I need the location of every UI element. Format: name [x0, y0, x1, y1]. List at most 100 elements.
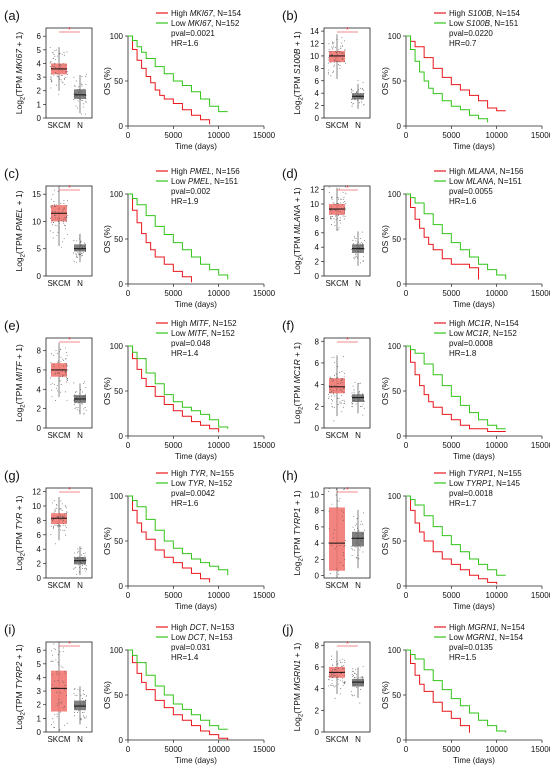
box-sample-point [58, 729, 60, 731]
box-sample-point [63, 199, 65, 201]
box-sample-point [78, 89, 80, 91]
box-y-tick-label: 12 [310, 186, 319, 195]
box-sample-point [358, 392, 360, 394]
box-sample-point [330, 205, 332, 207]
ylabel-gene: PMEL [14, 207, 24, 230]
box-sample-point [64, 529, 66, 531]
box-sample-point [58, 524, 60, 526]
box-sample-point [65, 695, 67, 697]
box-sample-point [334, 384, 336, 386]
box-sample-point [333, 673, 335, 675]
box-sample-point [344, 401, 346, 403]
box-sample-point [64, 504, 66, 506]
km-y-tick-label: 100 [388, 492, 402, 501]
box-sample-point [340, 661, 341, 663]
box-sample-point [74, 562, 76, 564]
box-y-tick-label: 6 [37, 32, 42, 41]
box-sample-point [337, 500, 339, 502]
box-sample-point [331, 357, 333, 359]
box-sample-point [339, 577, 341, 579]
km-x-tick-label: 5000 [442, 289, 460, 298]
km-x-axis-label: Time (days) [175, 142, 217, 151]
box-sample-point [361, 676, 363, 677]
box-sample-point [82, 556, 84, 558]
box-sample-point [53, 500, 55, 502]
ylabel-gene: MC1R [292, 359, 302, 383]
box-sample-point [83, 408, 85, 410]
box-sample-point [74, 96, 76, 98]
box-category-label: N [77, 431, 83, 440]
box-sample-point [78, 86, 80, 88]
legend-entry: High MKI67, N=154 [171, 9, 242, 18]
box-sample-point [331, 545, 333, 547]
box-sample-point [65, 513, 67, 514]
km-x-tick-label: 10000 [208, 745, 231, 754]
box-sample-point [74, 400, 76, 402]
box-sample-point [327, 393, 329, 395]
box-sample-point [329, 377, 331, 379]
box-sample-point [352, 684, 354, 686]
km-x-tick-label: 15000 [531, 131, 550, 140]
box-sample-point [53, 648, 55, 650]
box-sample-point [58, 351, 60, 353]
ylabel-log: Log [292, 717, 302, 731]
box-sample-point [55, 185, 56, 187]
box-y-tick-label: 6 [315, 523, 320, 532]
box-sample-point [328, 385, 330, 387]
panel-label: (g) [4, 468, 20, 483]
box-sample-point [361, 87, 363, 89]
box-sample-point [66, 364, 68, 366]
box-sample-point [341, 399, 343, 401]
box-sample-point [334, 548, 336, 550]
legend-count: , N=151 [490, 19, 519, 28]
box-sample-point [82, 106, 84, 108]
box-sample-point [58, 222, 60, 224]
box-sample-point [332, 378, 334, 380]
box-sample-point [330, 389, 331, 391]
box-sample-point [51, 80, 52, 82]
box-sample-point [79, 690, 81, 691]
box-sample-point [343, 387, 345, 389]
box-sample-point [360, 523, 362, 525]
box-y-axis-label: Log2(TPM PMEL + 1) [14, 190, 27, 271]
box-sample-point [363, 400, 365, 402]
box-sample-point [362, 255, 364, 257]
box-sample-point [357, 535, 359, 537]
box-sample-point [52, 382, 54, 384]
legend-entry: High TYRP1, N=155 [449, 469, 522, 478]
box-sample-point [351, 694, 353, 696]
box-sample-point [343, 674, 345, 676]
km-stat-pval: pval=0.0021 [171, 29, 215, 38]
box-sample-point [331, 406, 333, 408]
box-sample-point [53, 518, 54, 520]
box-sample-point [356, 518, 358, 520]
box-sample-point [354, 525, 356, 526]
box-sample-point [75, 105, 77, 107]
box-sample-point [335, 667, 337, 668]
box-sample-point [341, 665, 343, 667]
box-sample-point [58, 226, 60, 228]
box-category-label: SKCM [47, 581, 70, 590]
box-sample-point [341, 378, 343, 380]
box-sample-point [345, 203, 347, 205]
box-sample-point [85, 695, 87, 697]
box-sample-point [75, 250, 77, 251]
box-sample-point [81, 719, 82, 721]
box-sample-point [77, 688, 79, 690]
box-sample-point [342, 215, 344, 217]
km-x-tick-label: 10000 [486, 591, 509, 600]
box-y-tick-label: 8 [37, 347, 42, 356]
box-sample-point [337, 663, 339, 665]
km-y-tick-label: 100 [388, 342, 402, 351]
box-sample-point [50, 87, 52, 89]
box-sample-point [360, 96, 362, 98]
box-sample-point [54, 510, 56, 512]
box-sample-point [81, 554, 83, 556]
box-sample-point [80, 98, 82, 100]
box-sample-point [52, 65, 54, 67]
box-sample-point [330, 51, 332, 53]
box-y-tick-label: 12 [310, 40, 319, 49]
box-sample-point [76, 573, 78, 575]
